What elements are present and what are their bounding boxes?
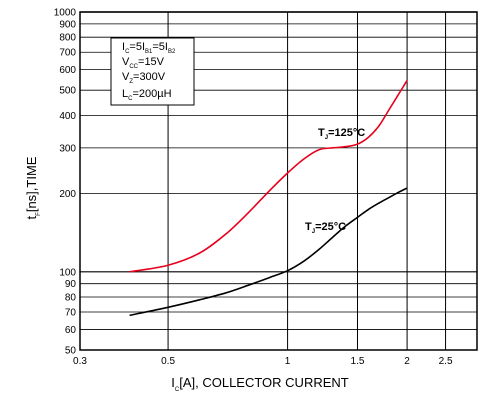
series-label-rest: =125°C (328, 127, 365, 139)
x-axis-label-rest: [A], COLLECTOR CURRENT (179, 375, 349, 390)
condition-lc-sub: C (128, 96, 133, 102)
y-tick-label: 70 (65, 308, 77, 319)
condition-lc: LC=200µH (122, 88, 172, 102)
series-layer (129, 80, 408, 317)
condition-vz-part: =300V (133, 71, 166, 83)
y-axis-label-rest: [ns],TIME (24, 156, 39, 212)
condition-ic-sub: C (125, 49, 130, 55)
x-tick-label: 0.3 (73, 356, 87, 367)
y-tick-label: 80 (65, 292, 77, 303)
y-tick-label: 100 (59, 267, 76, 278)
x-tick-label: 2 (404, 356, 410, 367)
condition-vz-sub: Z (129, 79, 133, 85)
condition-vcc-part: =15V (138, 56, 165, 68)
y-tick-label: 600 (59, 65, 76, 76)
condition-vcc: VCC=15V (122, 56, 165, 70)
plot-frame (79, 11, 478, 351)
conditions-box-frame (110, 37, 195, 106)
series-label-sub: J (325, 135, 328, 141)
y-tick-label: 800 (59, 33, 76, 44)
condition-lc-part: L (122, 88, 128, 100)
conditions-box: IC=5IB1=5IB2 VCC=15V VZ=300V LC=200µH (110, 37, 195, 106)
series-label-sub: J (312, 229, 315, 235)
condition-vz: VZ=300V (122, 71, 166, 85)
y-axis-label: tF[ns],TIME (24, 156, 42, 219)
x-tick-label: 1 (285, 356, 291, 367)
y-tick-label: 400 (59, 111, 76, 122)
series-label-tj125: TJ=125°C (318, 127, 365, 141)
condition-ic-sub: B2 (168, 49, 176, 55)
condition-lc-part: =200µH (132, 88, 171, 100)
y-tick-label: 500 (59, 86, 76, 97)
condition-vcc-part: V (122, 56, 130, 68)
series-label-main: T (305, 221, 312, 233)
condition-vz-part: V (122, 71, 130, 83)
series-label-main: T (318, 127, 325, 139)
condition-vcc-sub: CC (129, 64, 138, 70)
series-label-tj25: TJ=25°C (305, 221, 346, 235)
y-tick-label: 90 (65, 279, 77, 290)
condition-ic-part: I (122, 41, 125, 53)
series-line-tj25 (129, 187, 408, 317)
x-axis-label-main: I (171, 375, 175, 390)
x-axis-label: IC[A], COLLECTOR CURRENT (171, 375, 349, 393)
x-tick-label: 2.5 (439, 356, 453, 367)
series-line-tj125 (129, 80, 408, 273)
series-label-rest: =25°C (315, 221, 346, 233)
condition-ic-part: =5I (152, 41, 168, 53)
x-axis-label-sub: C (175, 387, 180, 393)
x-tick-label: 1.5 (351, 356, 365, 367)
condition-ic-sub: B1 (145, 49, 153, 55)
condition-ic: IC=5IB1=5IB2 (122, 41, 176, 55)
y-tick-label: 700 (59, 48, 76, 59)
y-axis-label-main: t (24, 215, 39, 219)
y-tick-label: 60 (65, 325, 77, 336)
y-tick-label: 50 (65, 346, 77, 357)
y-tick-label: 1000 (54, 8, 77, 19)
y-tick-label: 300 (59, 143, 76, 154)
y-tick-label: 200 (59, 189, 76, 200)
y-axis-label-sub: F (36, 212, 42, 216)
x-tick-label: 0.5 (161, 356, 175, 367)
condition-ic-part: =5I (129, 41, 145, 53)
y-tick-label: 900 (59, 19, 76, 30)
